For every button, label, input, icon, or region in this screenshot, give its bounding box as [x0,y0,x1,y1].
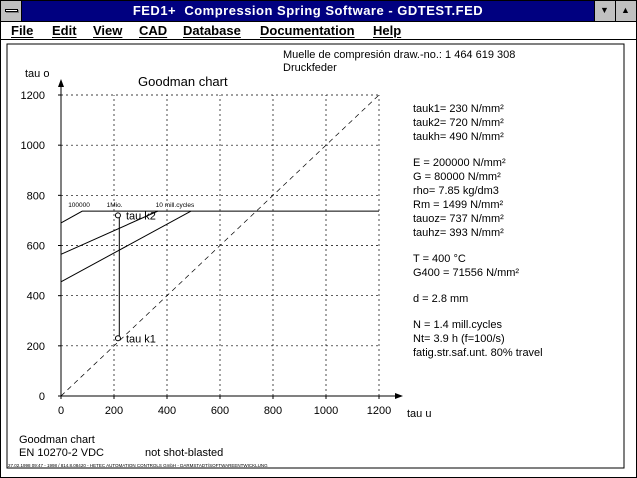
y-axis-arrow [58,79,64,87]
menu-view[interactable]: View [93,23,123,38]
parameter-line: rho= 7.85 kg/dm3 [413,185,499,197]
point-marker [114,335,121,342]
menu-database[interactable]: Database [183,23,241,38]
header-line-1: Muelle de compresión draw.-no.: 1 464 61… [283,49,515,61]
series-line-1 [60,210,158,255]
footer-standard: EN 10270-2 VDC [19,447,104,459]
parameter-line: G400 = 71556 N/mm² [413,267,519,279]
y-tick-label: 1200 [21,90,45,102]
x-tick-label: 600 [211,405,229,417]
window-title: FED1+ Compression Spring Software - GDTE… [132,3,484,18]
parameter-line: Nt= 3.9 h (f=100/s) [413,333,505,345]
chart-title: Goodman chart [138,74,228,89]
system-menu-button[interactable] [1,1,22,21]
cycle-label: 10 mill.cycles [156,202,195,209]
maximize-button[interactable]: ▲ [615,1,636,21]
x-tick-label: 800 [264,405,282,417]
chart-series [60,210,379,339]
y-tick-label: 600 [27,241,45,253]
minimize-button[interactable]: ▼ [594,1,615,21]
footer-title: Goodman chart [19,434,95,446]
y-tick-label: 1000 [21,140,45,152]
y-tick-label: 200 [27,341,45,353]
header-line-2: Druckfeder [283,62,337,74]
menu-file[interactable]: File [11,23,34,38]
drawing-area: Muelle de compresión draw.-no.: 1 464 61… [5,42,628,472]
menu-help[interactable]: Help [373,23,402,38]
point-label: tau k1 [126,333,156,345]
parameter-line: fatig.str.saf.unt. 80% travel [413,347,543,359]
material-parameters: tauk1= 230 N/mm² tauk2= 720 N/mm² taukh= 4… [413,103,543,359]
x-tick-label: 1000 [314,405,338,417]
parameter-line: tauhz= 393 N/mm² [413,227,504,239]
menu-cad[interactable]: CAD [139,23,168,38]
chart-marks: 100000 1Mio. 10 mill.cycles tau k1 tau k2 [68,202,195,345]
footer-surface: not shot-blasted [145,447,223,459]
parameter-line: E = 200000 N/mm² [413,157,506,169]
menu-edit[interactable]: Edit [52,23,77,38]
grid-lines [60,94,380,397]
footer-fineprint: 27.02.1998 09:47 - 1998 / 814.8.08420 - … [8,463,268,468]
parameter-line: Rm = 1499 N/mm² [413,199,503,211]
series-line-2 [60,210,192,283]
parameter-line: T = 400 °C [413,253,466,265]
x-axis-label: tau u [407,408,431,420]
point-marker [114,212,121,219]
y-tick-label: 800 [27,190,45,202]
x-tick-label: 0 [58,405,64,417]
parameter-line: tauoz= 737 N/mm² [413,213,504,225]
minimize-icon: ▼ [600,5,609,15]
parameter-line: d = 2.8 mm [413,293,468,305]
y-axis-label: tau o [25,68,49,80]
maximize-icon: ▲ [621,5,630,15]
system-menu-icon [5,9,18,12]
chart-axes: 0 200 400 600 800 1000 1200 0 200 400 600 800 1000 12… [21,79,403,417]
parameter-line: N = 1.4 mill.cycles [413,319,502,331]
cycle-label: 1Mio. [107,202,123,209]
cycle-label: 100000 [68,202,90,209]
x-tick-label: 1200 [367,405,391,417]
parameter-line: taukh= 490 N/mm² [413,131,504,143]
y-tick-label: 0 [39,391,45,403]
menu-bar: File Edit View CAD Database Documentatio… [1,22,636,40]
point-label: tau k2 [126,210,156,222]
parameter-line: tauk1= 230 N/mm² [413,103,504,115]
drawing-frame [6,43,625,469]
y-tick-label: 400 [27,291,45,303]
x-axis-arrow [395,393,403,399]
x-tick-label: 400 [158,405,176,417]
parameter-line: tauk2= 720 N/mm² [413,117,504,129]
parameter-line: G = 80000 N/mm² [413,171,501,183]
diagonal-line [60,94,380,397]
series-line-0 [60,210,379,224]
menu-documentation[interactable]: Documentation [260,23,355,38]
goodman-drawing: Muelle de compresión draw.-no.: 1 464 61… [6,43,625,469]
title-bar[interactable]: FED1+ Compression Spring Software - GDTE… [1,1,636,22]
x-tick-label: 200 [105,405,123,417]
